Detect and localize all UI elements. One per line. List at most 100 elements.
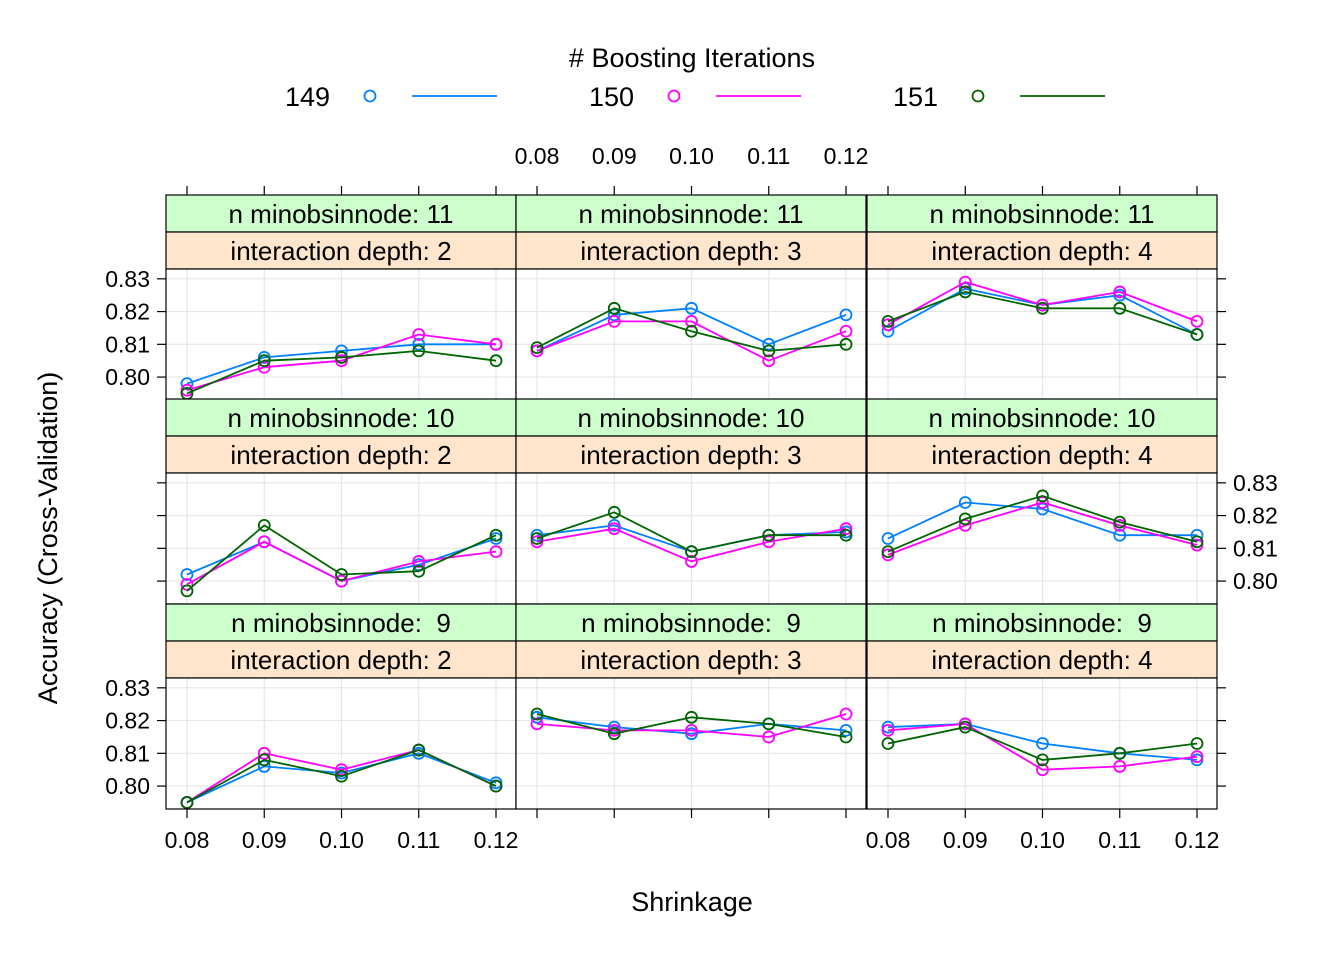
point-151 <box>530 341 544 355</box>
strip-interaction-depth <box>165 435 517 474</box>
series-line-150 <box>887 281 1198 326</box>
point-150 <box>881 318 895 332</box>
point-149 <box>881 324 895 338</box>
point-151 <box>412 344 426 358</box>
series-line-151 <box>536 307 847 352</box>
strip-minobsinnode <box>866 398 1218 437</box>
series-line-151 <box>887 290 1198 336</box>
strip-minobsinnode-label: n minobsinnode: 11 <box>228 199 453 229</box>
series-line-149 <box>536 716 847 735</box>
point-150 <box>1190 538 1204 552</box>
point-151 <box>489 528 503 542</box>
strip-minobsinnode-label: n minobsinnode: 11 <box>929 199 1154 229</box>
point-149 <box>685 727 698 741</box>
strip-interaction-depth-label: interaction depth: 2 <box>230 645 451 675</box>
x-tick-label-bottom: 0.09 <box>242 827 287 853</box>
strip-minobsinnode <box>515 398 867 437</box>
panel-grid: n minobsinnode: 11 interaction depth: 2 n … <box>165 194 1218 810</box>
panel-0-2: n minobsinnode: 11 interaction depth: 4 <box>866 194 1218 401</box>
series-line-150 <box>186 540 497 586</box>
point-150 <box>530 344 544 358</box>
strip-minobsinnode-label: n minobsinnode: 9 <box>581 608 801 638</box>
x-tick-label-top: 0.10 <box>669 143 714 169</box>
legend: 149 150 151 <box>285 82 1105 112</box>
point-149 <box>1036 502 1049 516</box>
y-tick-label-right: 0.80 <box>1233 568 1278 594</box>
point-150 <box>412 555 426 568</box>
strip-minobsinnode <box>866 603 1218 642</box>
point-150 <box>607 522 621 536</box>
point-151 <box>530 532 544 545</box>
point-149 <box>1113 288 1127 302</box>
point-151 <box>489 779 503 793</box>
point-150 <box>685 555 698 568</box>
point-151 <box>685 545 698 558</box>
x-tick-label-bottom: 0.12 <box>1175 827 1220 853</box>
point-151 <box>1113 301 1127 315</box>
strip-interaction-depth-label: interaction depth: 2 <box>230 236 451 266</box>
point-151 <box>607 727 621 741</box>
point-149 <box>530 710 544 724</box>
strip-interaction-depth <box>515 640 867 679</box>
y-tick-label-right: 0.82 <box>1233 503 1278 529</box>
point-150 <box>1113 519 1127 532</box>
point-151 <box>412 564 426 578</box>
point-150 <box>530 535 544 549</box>
point-151 <box>335 769 348 783</box>
point-150 <box>1036 298 1049 312</box>
strip-interaction-depth <box>866 640 1218 679</box>
x-tick-label-bottom: 0.12 <box>474 827 519 853</box>
x-tick-label-top: 0.11 <box>747 143 790 169</box>
point-149 <box>607 519 621 532</box>
point-150 <box>489 545 503 558</box>
strip-interaction-depth <box>866 435 1218 474</box>
strip-minobsinnode-label: n minobsinnode: 9 <box>231 608 451 638</box>
point-150 <box>839 522 853 536</box>
series-line-150 <box>536 320 847 362</box>
point-149 <box>412 337 426 351</box>
point-151 <box>762 717 776 731</box>
strip-minobsinnode-label: n minobsinnode: 9 <box>932 608 1152 638</box>
legend-title: # Boosting Iterations <box>569 43 815 73</box>
point-149 <box>335 766 348 780</box>
strip-interaction-depth-label: interaction depth: 3 <box>580 645 801 675</box>
y-tick-label-right: 0.83 <box>1233 470 1278 496</box>
y-axis-label: Accuracy (Cross-Validation) <box>33 372 63 705</box>
x-tick-label-top: 0.12 <box>824 143 869 169</box>
series-line-149 <box>186 343 496 385</box>
point-151 <box>489 354 503 368</box>
point-150 <box>1190 314 1204 328</box>
point-151 <box>1190 328 1204 341</box>
point-151 <box>839 528 853 542</box>
point-150 <box>958 717 972 731</box>
point-150 <box>762 354 776 368</box>
point-151 <box>762 344 776 358</box>
point-150 <box>257 746 271 760</box>
point-150 <box>530 717 544 731</box>
point-151 <box>180 796 194 809</box>
x-axis-label: Shrinkage <box>631 887 753 917</box>
series-line-151 <box>186 749 497 804</box>
point-151 <box>958 285 972 299</box>
x-tick-label-bottom: 0.11 <box>1098 827 1141 853</box>
strip-interaction-depth-label: interaction depth: 3 <box>580 236 801 266</box>
point-151 <box>881 314 895 328</box>
point-151 <box>180 584 194 598</box>
point-150 <box>335 354 348 368</box>
point-150 <box>335 574 348 588</box>
point-151 <box>257 519 271 532</box>
x-tick-label-bottom: 0.10 <box>319 827 364 853</box>
y-tick-label-left: 0.83 <box>105 266 150 292</box>
strip-interaction-depth-label: interaction depth: 4 <box>931 645 1152 675</box>
point-149 <box>1113 528 1127 542</box>
point-149 <box>839 525 853 539</box>
strip-minobsinnode <box>866 194 1218 233</box>
strip-minobsinnode-label: n minobsinnode: 10 <box>578 403 805 433</box>
strip-interaction-depth <box>515 435 867 474</box>
panel-2-2: n minobsinnode: 9 interaction depth: 4 <box>866 603 1218 810</box>
point-149 <box>180 377 194 391</box>
series-line-151 <box>536 713 847 738</box>
x-tick-label-top: 0.08 <box>515 143 560 169</box>
point-150 <box>1190 750 1204 763</box>
point-150 <box>489 337 503 351</box>
